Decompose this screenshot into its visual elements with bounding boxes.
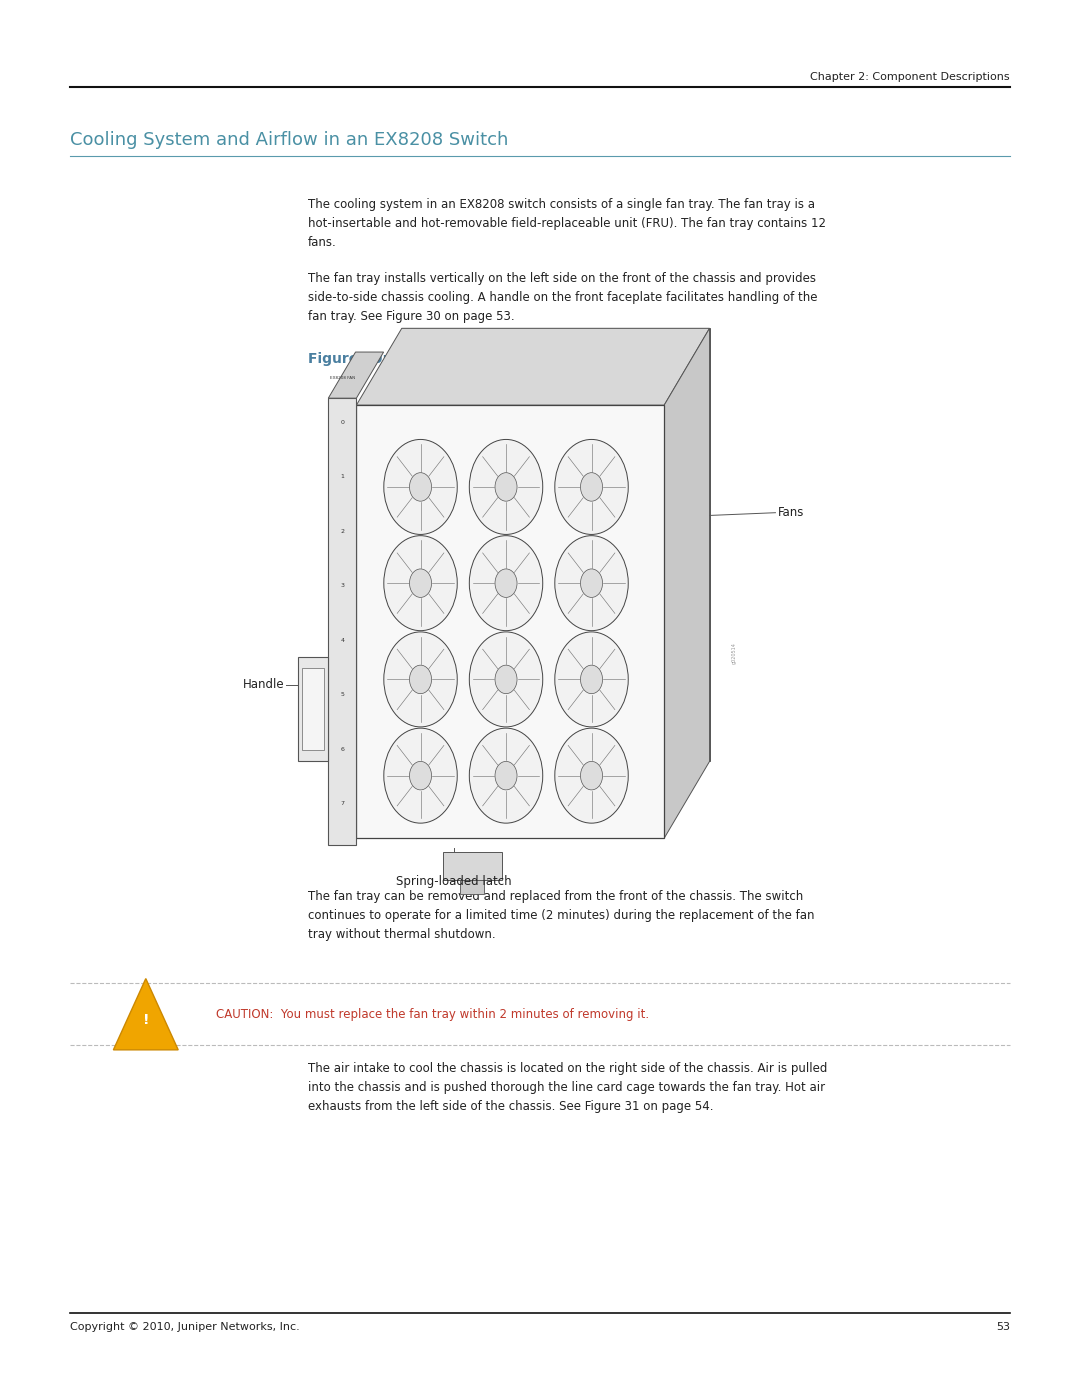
Circle shape [470, 535, 543, 630]
Circle shape [625, 685, 648, 712]
Circle shape [431, 366, 500, 455]
Circle shape [470, 728, 543, 823]
Polygon shape [402, 328, 710, 761]
Circle shape [517, 557, 586, 647]
Circle shape [409, 472, 432, 502]
Circle shape [409, 665, 432, 694]
Text: CAUTION:  You must replace the fan tray within 2 minutes of removing it.: CAUTION: You must replace the fan tray w… [216, 1007, 649, 1021]
Circle shape [455, 685, 477, 712]
Circle shape [603, 461, 672, 550]
Circle shape [555, 440, 629, 535]
Circle shape [455, 395, 477, 425]
Circle shape [540, 685, 563, 712]
Polygon shape [328, 398, 356, 845]
Circle shape [383, 728, 457, 823]
Polygon shape [443, 852, 502, 880]
Circle shape [540, 588, 563, 617]
Circle shape [409, 569, 432, 598]
Circle shape [581, 472, 603, 502]
Text: 3: 3 [340, 584, 345, 588]
Circle shape [455, 492, 477, 521]
Circle shape [540, 395, 563, 425]
Text: Chapter 2: Component Descriptions: Chapter 2: Component Descriptions [810, 71, 1010, 82]
Circle shape [517, 366, 586, 455]
Circle shape [625, 395, 648, 425]
Circle shape [495, 761, 517, 789]
Circle shape [431, 461, 500, 550]
Text: EX8208 FAN: EX8208 FAN [329, 376, 355, 380]
Text: 0: 0 [340, 420, 345, 425]
Polygon shape [356, 405, 664, 838]
Polygon shape [664, 328, 710, 838]
Circle shape [625, 588, 648, 617]
Text: 6: 6 [340, 746, 345, 752]
Circle shape [517, 461, 586, 550]
Text: 5: 5 [340, 692, 345, 697]
Text: The fan tray installs vertically on the left side on the front of the chassis an: The fan tray installs vertically on the … [308, 272, 818, 324]
Circle shape [581, 665, 603, 694]
Polygon shape [113, 978, 178, 1051]
Circle shape [383, 631, 457, 726]
Circle shape [455, 588, 477, 617]
Text: g020514: g020514 [732, 643, 737, 664]
Text: !: ! [143, 1013, 149, 1027]
Circle shape [495, 665, 517, 694]
Text: 2: 2 [340, 529, 345, 534]
Polygon shape [460, 880, 484, 894]
Text: Spring-loaded latch: Spring-loaded latch [395, 875, 512, 887]
Polygon shape [302, 668, 324, 750]
Text: Figure 30: Fan Tray for an EX8208 Switch: Figure 30: Fan Tray for an EX8208 Switch [308, 352, 632, 366]
Polygon shape [298, 657, 328, 761]
Text: 7: 7 [340, 800, 345, 806]
Circle shape [555, 535, 629, 630]
Circle shape [470, 440, 543, 535]
Text: Copyright © 2010, Juniper Networks, Inc.: Copyright © 2010, Juniper Networks, Inc. [70, 1322, 300, 1331]
Circle shape [625, 492, 648, 521]
Circle shape [431, 654, 500, 743]
Circle shape [431, 557, 500, 647]
Circle shape [540, 492, 563, 521]
Text: The air intake to cool the chassis is located on the right side of the chassis. : The air intake to cool the chassis is lo… [308, 1062, 827, 1113]
Text: Fans: Fans [778, 506, 804, 520]
Circle shape [555, 631, 629, 726]
Text: Cooling System and Airflow in an EX8208 Switch: Cooling System and Airflow in an EX8208 … [70, 131, 509, 149]
Circle shape [495, 472, 517, 502]
Text: 53: 53 [996, 1322, 1010, 1331]
Circle shape [555, 728, 629, 823]
Circle shape [603, 654, 672, 743]
Circle shape [517, 654, 586, 743]
Circle shape [581, 761, 603, 789]
Polygon shape [356, 328, 710, 405]
Circle shape [495, 569, 517, 598]
Text: The cooling system in an EX8208 switch consists of a single fan tray. The fan tr: The cooling system in an EX8208 switch c… [308, 198, 826, 250]
Text: 4: 4 [340, 637, 345, 643]
Polygon shape [328, 352, 383, 398]
Circle shape [581, 569, 603, 598]
Circle shape [383, 535, 457, 630]
Text: 1: 1 [340, 475, 345, 479]
Text: Handle: Handle [242, 678, 284, 692]
Circle shape [603, 366, 672, 455]
Circle shape [470, 631, 543, 726]
Circle shape [409, 761, 432, 789]
Circle shape [603, 557, 672, 647]
Circle shape [383, 440, 457, 535]
Text: The fan tray can be removed and replaced from the front of the chassis. The swit: The fan tray can be removed and replaced… [308, 890, 814, 942]
